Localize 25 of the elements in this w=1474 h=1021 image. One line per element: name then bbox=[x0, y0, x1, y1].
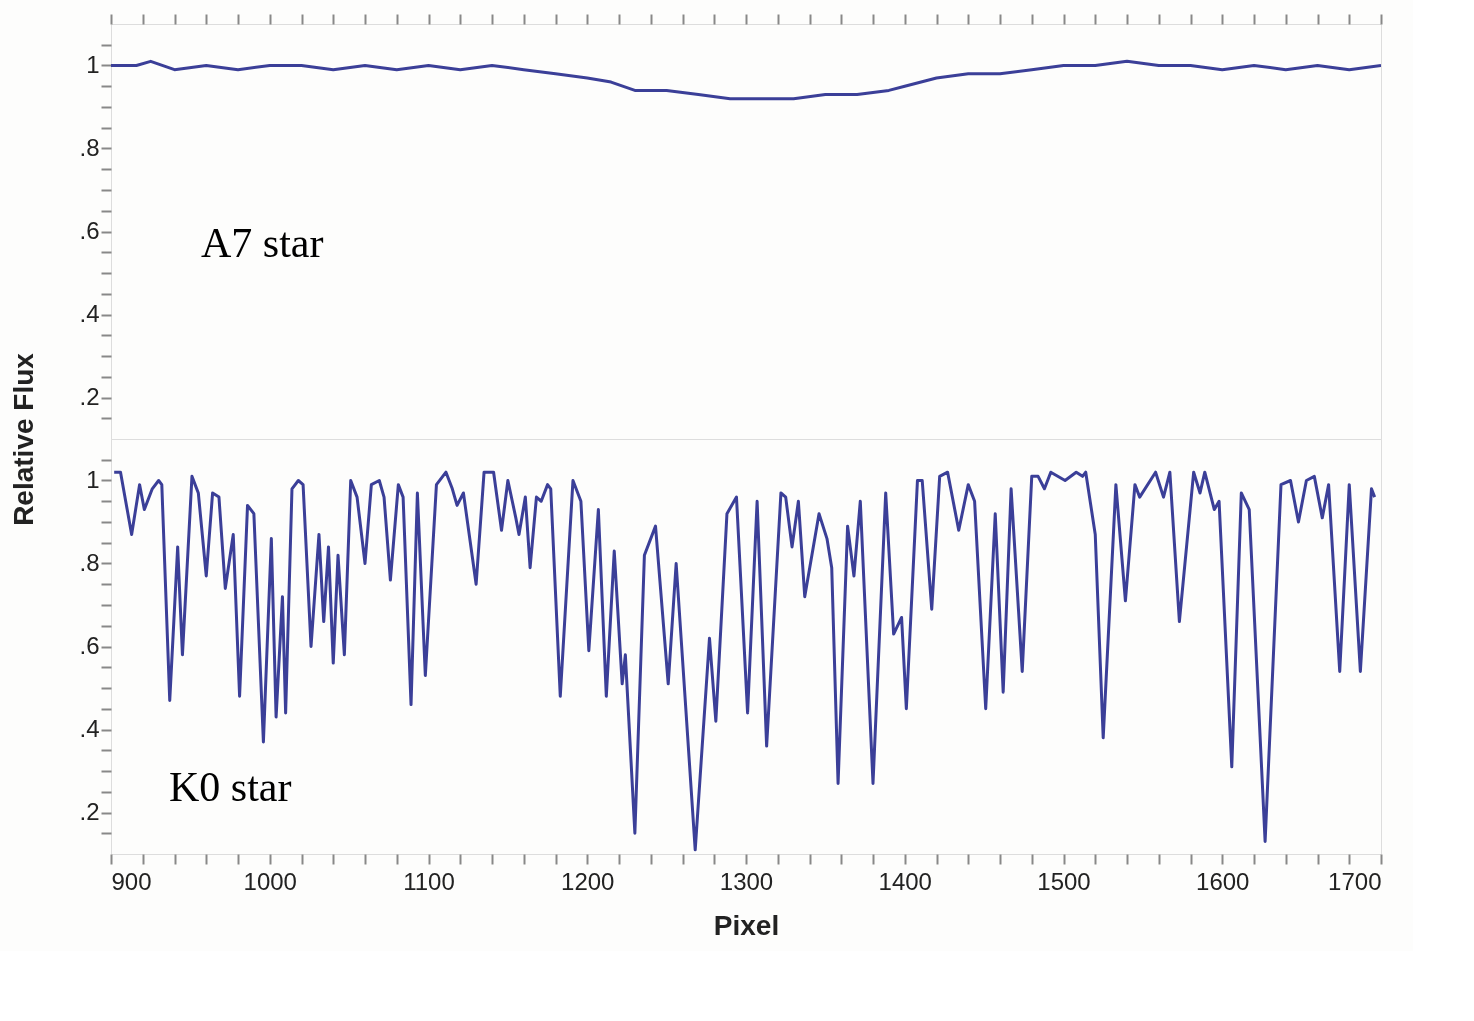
y-axis-title: Relative Flux bbox=[8, 352, 40, 526]
y-tick-label: .8 bbox=[79, 549, 100, 576]
y-tick-label: .4 bbox=[79, 715, 100, 742]
annotation: A7 star bbox=[201, 219, 324, 266]
line-series bbox=[112, 470, 1377, 852]
y-tick-label: .2 bbox=[79, 798, 100, 825]
x-tick-label: 900 bbox=[111, 867, 152, 895]
line-series bbox=[111, 59, 1381, 101]
x-axis-title: Pixel bbox=[713, 909, 780, 941]
annotation: K0 star bbox=[169, 763, 292, 810]
y-tick-label: .6 bbox=[79, 632, 100, 659]
y-tick-label: 1 bbox=[86, 51, 100, 78]
y-tick-label: .6 bbox=[79, 217, 100, 244]
x-tick-label: 1200 bbox=[561, 867, 615, 895]
x-tick-label: 1400 bbox=[878, 867, 932, 895]
y-tick-label: 1 bbox=[86, 466, 100, 493]
y-tick-label: .8 bbox=[79, 134, 100, 161]
x-tick-label: 1100 bbox=[403, 867, 455, 895]
x-tick-label: 1500 bbox=[1037, 867, 1091, 895]
x-tick-label: 1700 bbox=[1328, 867, 1382, 895]
y-tick-label: .4 bbox=[79, 300, 100, 327]
x-tick-label: 1300 bbox=[719, 867, 774, 895]
x-tick-label: 1000 bbox=[243, 867, 297, 895]
y-tick-label: .2 bbox=[79, 383, 100, 410]
x-tick-label: 1600 bbox=[1196, 867, 1250, 895]
